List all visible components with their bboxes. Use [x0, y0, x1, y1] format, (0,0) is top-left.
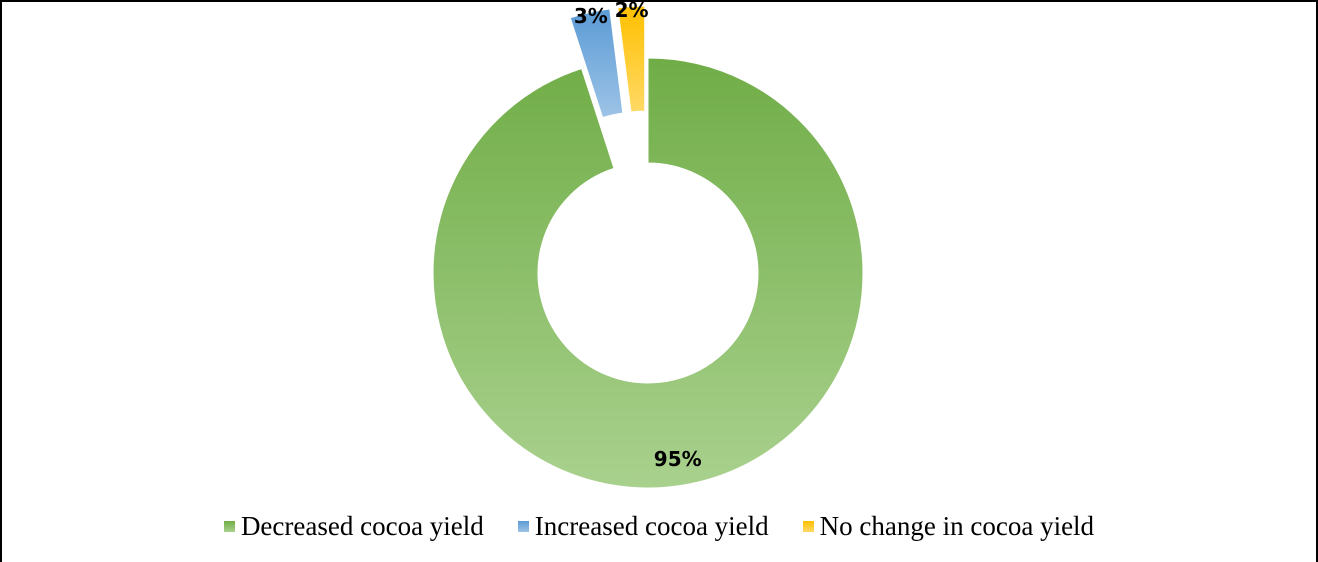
legend-item-decreased: Decreased cocoa yield: [223, 510, 484, 542]
data-labels: 95% 3% 2%: [574, 2, 702, 471]
doughnut-slices: [432, 5, 864, 489]
slice-no-change: [617, 5, 646, 113]
doughnut-chart: 95% 3% 2%: [432, 2, 864, 489]
legend: Decreased cocoa yield Increased cocoa yi…: [0, 504, 1318, 548]
legend-item-increased: Increased cocoa yield: [517, 510, 769, 542]
legend-swatch-increased: [517, 520, 529, 532]
legend-label-increased: Increased cocoa yield: [534, 510, 769, 541]
legend-label-decreased: Decreased cocoa yield: [240, 510, 484, 541]
data-label-decreased: 95%: [654, 447, 702, 471]
legend-label-no-change: No change in cocoa yield: [819, 510, 1095, 541]
slice-increased: [569, 8, 624, 119]
legend-swatch-decreased: [223, 520, 235, 532]
data-label-no-change: 2%: [615, 2, 649, 22]
legend-swatch-no-change: [802, 520, 814, 532]
legend-item-no-change: No change in cocoa yield: [802, 510, 1095, 542]
slice-decreased: [432, 57, 864, 489]
data-label-increased: 3%: [574, 4, 608, 28]
